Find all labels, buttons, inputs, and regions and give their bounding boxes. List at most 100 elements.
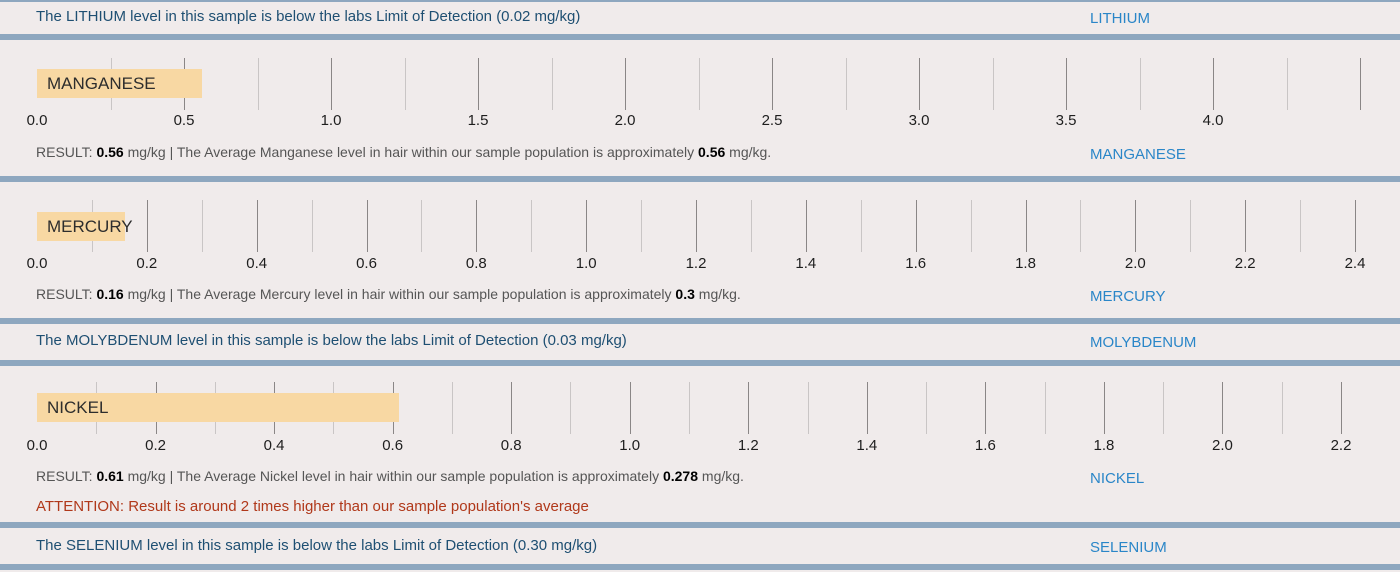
tick-label: 3.0 <box>908 112 930 129</box>
result-description: mg/kg | The Average Mercury level in hai… <box>123 286 676 302</box>
result-unit: mg/kg. <box>725 144 772 160</box>
nickel-result: RESULT: 0.61 mg/kg | The Average Nickel … <box>36 468 744 484</box>
section-separator <box>0 360 1400 366</box>
minor-tick <box>970 200 972 252</box>
major-tick <box>478 58 479 110</box>
tick-label: 0.6 <box>356 255 377 272</box>
tick-label: 1.8 <box>1015 255 1036 272</box>
minor-tick <box>1300 200 1302 252</box>
top-border <box>0 0 1400 2</box>
tick-label: 1.0 <box>320 112 342 129</box>
average-value: 0.3 <box>675 286 695 302</box>
major-tick <box>805 200 807 252</box>
major-tick <box>1245 200 1247 252</box>
tick-label: 0.8 <box>465 255 487 272</box>
minor-tick <box>1163 382 1165 434</box>
molybdenum-link[interactable]: MOLYBDENUM <box>1090 334 1197 351</box>
result-value: 0.16 <box>96 286 124 302</box>
major-tick <box>1341 382 1342 434</box>
tick-label: 1.4 <box>856 437 878 454</box>
major-tick <box>625 58 626 110</box>
major-tick <box>476 200 478 252</box>
tick-label: 1.6 <box>905 255 927 272</box>
lithium-link[interactable]: LITHIUM <box>1090 10 1150 27</box>
major-tick <box>1103 382 1105 434</box>
major-tick <box>1213 58 1214 110</box>
tick-label: 2.0 <box>1124 255 1146 272</box>
minor-tick <box>992 58 994 110</box>
tick-label: 1.0 <box>575 255 597 272</box>
tick-label: 1.6 <box>974 437 996 454</box>
tick-label: 0.5 <box>173 112 195 129</box>
tick-label: 2.0 <box>614 112 636 129</box>
section-separator <box>0 564 1400 570</box>
minor-tick <box>807 382 809 434</box>
major-tick <box>366 200 368 252</box>
major-tick <box>146 200 148 252</box>
tick-label: 0.0 <box>26 255 48 272</box>
mercury-link[interactable]: MERCURY <box>1090 288 1166 305</box>
tick-label: 0.0 <box>26 112 48 129</box>
major-tick <box>1222 382 1224 434</box>
tick-label: 2.0 <box>1212 437 1233 454</box>
bar-label: MANGANESE <box>47 74 156 93</box>
minor-tick <box>257 58 259 110</box>
tick-label: 1.8 <box>1093 437 1115 454</box>
minor-tick <box>451 382 453 434</box>
minor-tick <box>698 58 700 110</box>
result-value: 0.56 <box>96 144 124 160</box>
molybdenum-note: The MOLYBDENUM level in this sample is b… <box>36 332 627 349</box>
major-tick <box>1025 200 1027 252</box>
minor-tick <box>641 200 643 252</box>
major-tick <box>331 58 332 110</box>
tick-label: 3.5 <box>1055 112 1077 129</box>
tick-label: 0.4 <box>263 437 285 454</box>
minor-tick <box>311 200 313 252</box>
tick-label: 1.2 <box>737 437 759 454</box>
tick-label: 2.4 <box>1344 255 1366 272</box>
section-separator <box>0 318 1400 324</box>
tick-label: 2.5 <box>761 112 783 129</box>
tick-label: 1.5 <box>467 112 489 129</box>
major-tick <box>1360 58 1361 110</box>
major-tick <box>748 382 750 434</box>
major-tick <box>586 200 588 252</box>
result-bar <box>37 69 202 98</box>
bar-label: NICKEL <box>47 398 109 417</box>
minor-tick <box>1190 200 1192 252</box>
tick-label: 0.2 <box>136 255 158 272</box>
selenium-link[interactable]: SELENIUM <box>1090 539 1167 556</box>
result-prefix: RESULT: <box>36 468 97 484</box>
major-tick <box>985 382 987 434</box>
tick-label: 2.2 <box>1330 437 1352 454</box>
minor-tick <box>926 382 928 434</box>
major-tick <box>629 382 631 434</box>
major-tick <box>511 382 513 434</box>
manganese-link[interactable]: MANGANESE <box>1090 146 1186 163</box>
tick-label: 1.4 <box>795 255 817 272</box>
tick-label: 0.2 <box>145 437 166 454</box>
result-bar <box>37 212 125 241</box>
lithium-note: The LITHIUM level in this sample is belo… <box>36 8 581 25</box>
minor-tick <box>531 200 533 252</box>
minor-tick <box>845 58 847 110</box>
tick-label: 2.2 <box>1234 255 1256 272</box>
major-tick <box>256 200 258 252</box>
tick-label: 0.4 <box>246 255 268 272</box>
minor-tick <box>570 382 572 434</box>
result-prefix: RESULT: <box>36 286 97 302</box>
tick-label: 1.0 <box>619 437 641 454</box>
minor-tick <box>1286 58 1288 110</box>
average-value: 0.278 <box>662 468 699 484</box>
result-value: 0.61 <box>96 468 124 484</box>
minor-tick <box>860 200 862 252</box>
manganese-result: RESULT: 0.56 mg/kg | The Average Mangane… <box>36 144 771 160</box>
section-separator <box>0 176 1400 182</box>
minor-tick <box>551 58 553 110</box>
minor-tick <box>1044 382 1046 434</box>
section-separator <box>0 34 1400 40</box>
nickel-link[interactable]: NICKEL <box>1090 470 1145 487</box>
average-value: 0.56 <box>698 144 726 160</box>
result-prefix: RESULT: <box>36 144 97 160</box>
major-tick <box>696 200 697 252</box>
